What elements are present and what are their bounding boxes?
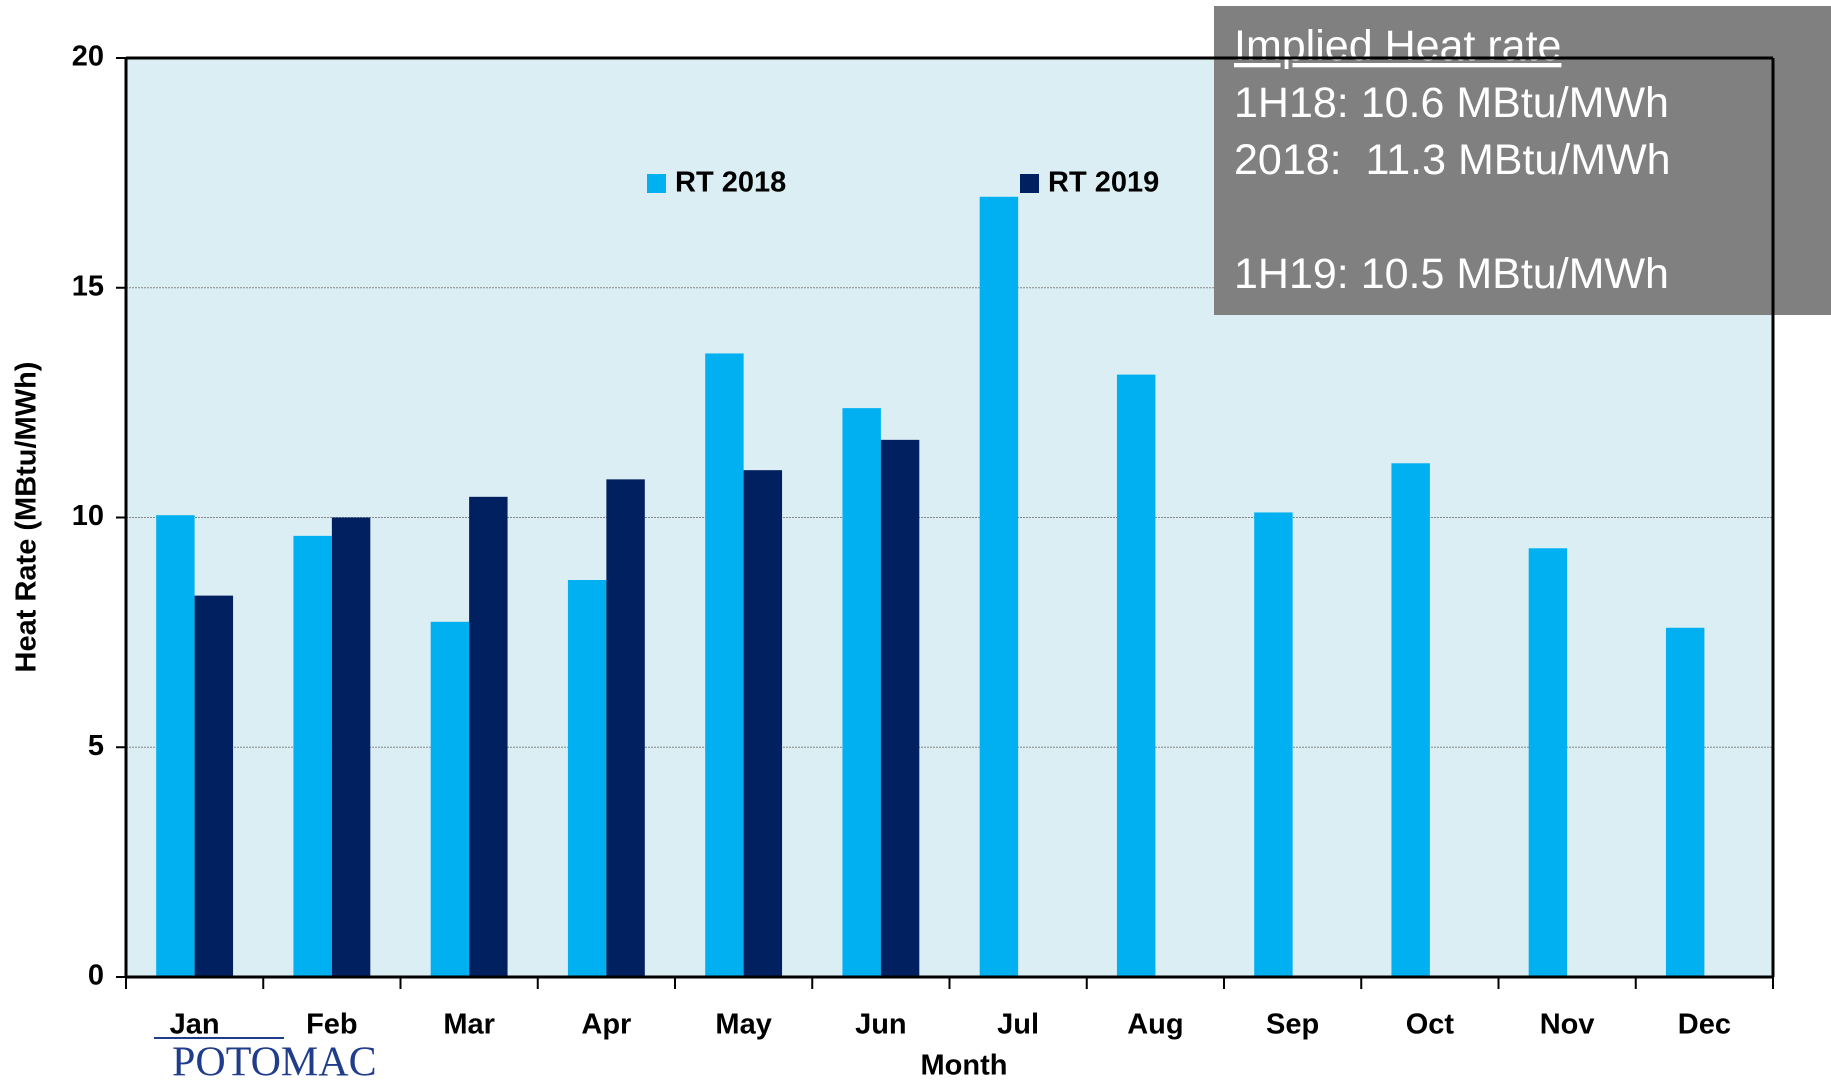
annotation-line: 1H19: 10.5 MBtu/MWh <box>1234 250 1669 298</box>
bar <box>567 579 607 977</box>
bar <box>194 595 234 977</box>
bar <box>430 621 470 977</box>
x-tick-label: Oct <box>1406 1009 1455 1041</box>
x-tick-label: Aug <box>1127 1009 1183 1041</box>
bar <box>1665 627 1705 977</box>
x-axis-label: Month <box>921 1050 1008 1082</box>
x-tick-label: Dec <box>1678 1009 1731 1041</box>
bar <box>1391 463 1430 977</box>
y-tick-label: 20 <box>72 41 104 73</box>
bar <box>743 470 783 977</box>
x-tick-label: Apr <box>581 1009 631 1041</box>
x-tick-label: Jan <box>170 1009 220 1041</box>
bar <box>1254 512 1293 977</box>
legend-label: RT 2019 <box>1048 167 1159 199</box>
x-tick-label: Jul <box>997 1009 1039 1041</box>
bar <box>469 496 508 977</box>
bar <box>705 353 744 977</box>
annotation-line: 2018: 11.3 MBtu/MWh <box>1234 136 1671 184</box>
bar <box>293 535 332 977</box>
y-axis-label: Heat Rate (MBtu/MWh) <box>11 362 43 673</box>
legend-swatch <box>647 174 666 193</box>
bar <box>880 439 920 978</box>
bar <box>842 408 881 977</box>
logo: POTOMAC <box>172 1040 377 1084</box>
legend-label: RT 2018 <box>675 167 786 199</box>
x-tick-label: Sep <box>1266 1009 1319 1041</box>
bar <box>156 515 195 977</box>
bar <box>1528 548 1568 977</box>
y-tick-label: 0 <box>88 960 104 992</box>
y-tick-label: 10 <box>72 500 104 532</box>
bar <box>606 479 645 977</box>
bar <box>979 196 1019 978</box>
bar <box>331 517 371 977</box>
x-tick-label: Mar <box>443 1009 495 1041</box>
bar <box>1116 374 1156 978</box>
legend-swatch <box>1020 174 1039 193</box>
x-tick-label: Nov <box>1540 1009 1595 1041</box>
x-tick-label: Jun <box>855 1009 907 1041</box>
annotation-title: Implied Heat rate <box>1234 22 1561 70</box>
x-tick-label: Feb <box>306 1009 358 1041</box>
x-tick-label: May <box>715 1009 771 1041</box>
y-tick-label: 15 <box>72 270 104 302</box>
y-tick-label: 5 <box>88 730 104 762</box>
annotation-line: 1H18: 10.6 MBtu/MWh <box>1234 79 1669 127</box>
